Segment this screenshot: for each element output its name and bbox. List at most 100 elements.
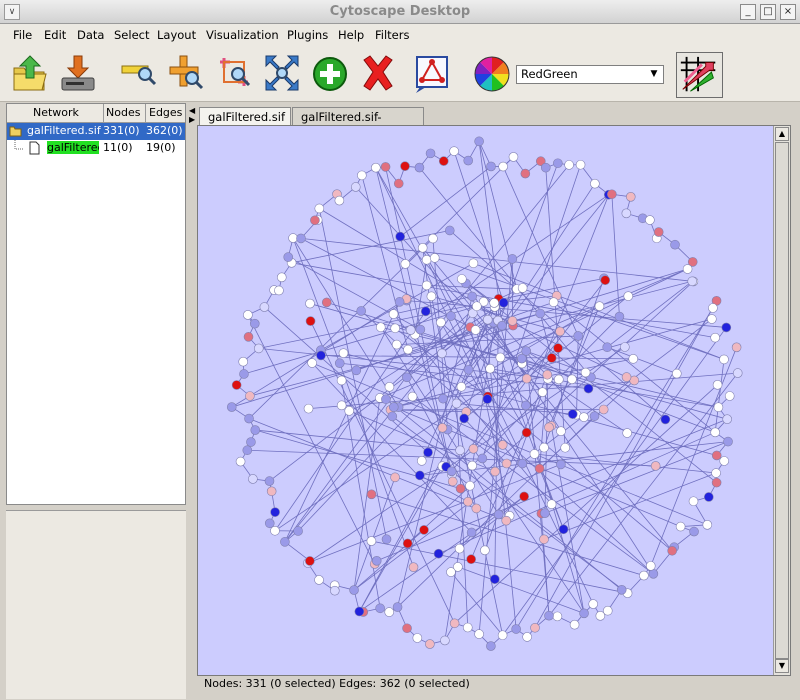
network-edge[interactable] [544, 441, 729, 514]
network-node[interactable] [567, 409, 578, 419]
network-edge[interactable] [607, 346, 677, 374]
network-edge[interactable] [360, 310, 654, 575]
network-node[interactable] [238, 356, 249, 367]
network-edge[interactable] [394, 327, 489, 397]
network-node[interactable] [569, 619, 580, 630]
network-edge[interactable] [494, 298, 500, 580]
network-edge[interactable] [548, 306, 600, 428]
network-node[interactable] [517, 458, 528, 469]
network-node[interactable] [388, 402, 399, 412]
network-edge[interactable] [440, 322, 562, 432]
network-node[interactable] [419, 525, 429, 535]
network-node[interactable] [305, 556, 315, 566]
collapse-left-icon[interactable]: ◀ [189, 106, 196, 115]
network-node[interactable] [710, 427, 720, 438]
network-edge[interactable] [478, 141, 518, 290]
network-edge[interactable] [231, 268, 688, 408]
network-edge[interactable] [284, 301, 400, 543]
network-node[interactable] [402, 538, 413, 549]
window-menu-icon[interactable]: ∨ [4, 4, 20, 20]
network-node[interactable] [534, 463, 545, 474]
network-node[interactable] [264, 518, 275, 529]
network-edge[interactable] [376, 418, 728, 562]
network-node[interactable] [489, 574, 500, 585]
network-node[interactable] [453, 562, 463, 572]
network-node[interactable] [416, 456, 427, 466]
network-node[interactable] [446, 466, 457, 477]
network-edge[interactable] [438, 431, 716, 555]
network-node[interactable] [573, 331, 584, 341]
network-edge[interactable] [453, 151, 505, 303]
network-node[interactable] [486, 641, 496, 651]
tree-row-child[interactable]: galFiltered.sif->child 11(0) 19(0) [7, 140, 185, 157]
expand-right-icon[interactable]: ▶ [189, 115, 196, 124]
network-node[interactable] [463, 155, 474, 166]
network-edge[interactable] [255, 429, 461, 490]
network-node[interactable] [270, 525, 280, 536]
network-node[interactable] [246, 437, 256, 447]
network-edge[interactable] [380, 327, 500, 515]
network-node[interactable] [645, 215, 655, 225]
network-node[interactable] [274, 285, 284, 296]
network-edge[interactable] [292, 237, 341, 364]
network-node[interactable] [671, 368, 682, 379]
network-node[interactable] [501, 458, 512, 469]
network-edge[interactable] [461, 305, 600, 388]
network-node[interactable] [478, 296, 489, 307]
network-node[interactable] [259, 302, 270, 312]
network-node[interactable] [675, 521, 686, 532]
network-node[interactable] [595, 611, 606, 621]
network-node[interactable] [334, 358, 345, 369]
network-node[interactable] [336, 400, 347, 411]
network-node[interactable] [243, 332, 254, 342]
scroll-thumb[interactable] [775, 142, 789, 659]
network-edge[interactable] [449, 230, 666, 420]
network-node[interactable] [243, 310, 253, 320]
network-node[interactable] [400, 161, 410, 171]
network-node[interactable] [553, 158, 563, 169]
header-nodes[interactable]: Nodes [106, 106, 141, 119]
zoom-in-button[interactable] [166, 52, 206, 94]
network-node[interactable] [350, 182, 361, 192]
network-node[interactable] [546, 353, 557, 363]
network-node[interactable] [719, 456, 730, 466]
network-node[interactable] [602, 605, 613, 616]
network-node[interactable] [420, 306, 431, 317]
network-node[interactable] [375, 603, 385, 614]
network-node[interactable] [521, 346, 532, 356]
network-node[interactable] [303, 403, 314, 414]
network-node[interactable] [451, 398, 462, 409]
network-node[interactable] [380, 162, 391, 172]
network-node[interactable] [423, 447, 433, 458]
network-edge[interactable] [534, 300, 717, 628]
network-edge[interactable] [397, 296, 473, 608]
network-edge[interactable] [576, 335, 579, 415]
network-node[interactable] [351, 365, 362, 376]
network-node[interactable] [507, 254, 518, 264]
network-node[interactable] [437, 348, 447, 359]
network-node[interactable] [314, 575, 324, 585]
network-node[interactable] [321, 297, 332, 308]
network-node[interactable] [305, 316, 316, 326]
zoom-out-button[interactable] [118, 52, 158, 94]
create-network-button[interactable] [310, 52, 350, 94]
network-edge[interactable] [543, 278, 605, 448]
network-node[interactable] [707, 314, 717, 324]
network-node[interactable] [425, 639, 435, 649]
network-edge[interactable] [473, 448, 585, 614]
network-node[interactable] [521, 373, 532, 384]
network-node[interactable] [590, 178, 600, 189]
network-edge[interactable] [288, 256, 421, 330]
network-node[interactable] [235, 456, 246, 467]
network-edge[interactable] [297, 320, 499, 532]
network-node[interactable] [719, 354, 729, 365]
network-node[interactable] [497, 320, 507, 331]
network-node[interactable] [248, 474, 258, 484]
network-node[interactable] [539, 534, 549, 545]
network-node[interactable] [446, 311, 456, 321]
network-node[interactable] [436, 317, 446, 328]
network-edge[interactable] [274, 311, 427, 532]
network-node[interactable] [517, 283, 528, 293]
network-node[interactable] [544, 610, 554, 621]
network-node[interactable] [421, 280, 432, 291]
